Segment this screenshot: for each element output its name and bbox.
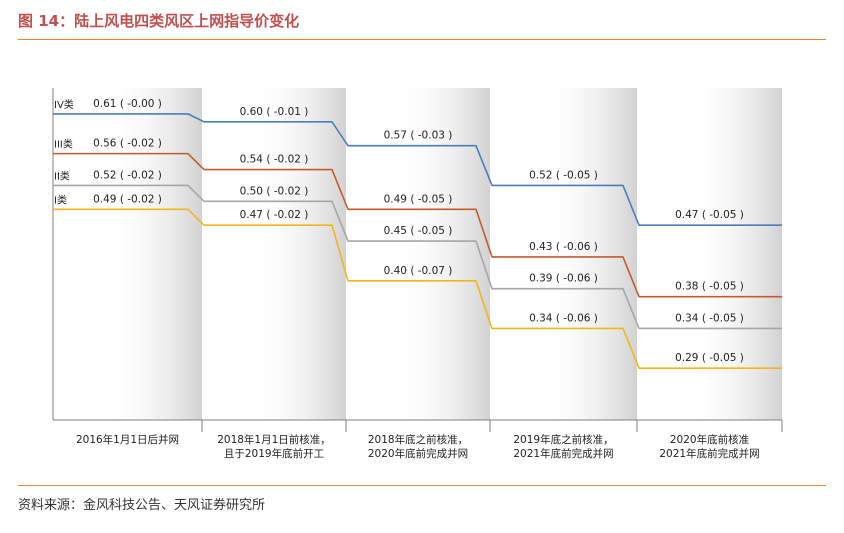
series-line-i [53, 208, 782, 370]
data-label: 0.40 ( -0.07 ) [384, 265, 453, 277]
column-shade [396, 88, 490, 420]
series-name-iv: IV类 [54, 98, 74, 111]
column-shade [687, 88, 782, 420]
data-label: 0.45 ( -0.05 ) [384, 225, 453, 237]
series-name-i: I类 [54, 193, 67, 206]
data-label: 0.49 ( -0.02 ) [93, 193, 162, 205]
column-shade [541, 88, 637, 420]
series-line-ii [53, 184, 782, 330]
data-label: 0.38 ( -0.05 ) [675, 281, 744, 293]
data-label: 0.43 ( -0.06 ) [529, 241, 598, 253]
column-shade [105, 88, 202, 420]
data-label: 0.52 ( -0.05 ) [529, 169, 598, 181]
series-line-iii [53, 152, 782, 298]
category-label: 2020年底前核准 2021年底前完成并网 [659, 433, 759, 460]
series-name-ii: II类 [54, 169, 70, 182]
data-label: 0.47 ( -0.05 ) [675, 209, 744, 221]
data-label: 0.49 ( -0.05 ) [384, 193, 453, 205]
category-label: 2018年底之前核准， 2020年底前完成并网 [368, 433, 468, 460]
data-label: 0.47 ( -0.02 ) [240, 209, 309, 221]
bottom-rule [18, 485, 826, 486]
data-label: 0.34 ( -0.06 ) [529, 312, 598, 324]
data-label: 0.57 ( -0.03 ) [384, 130, 453, 142]
column-shade [252, 88, 346, 420]
step-line-chart: IV类 0.61 ( -0.00 ) 0.60 ( -0.01 ) 0.57 ( -0… [52, 88, 783, 460]
top-rule [18, 39, 826, 40]
series-name-iii: III类 [54, 138, 73, 151]
data-label: 0.56 ( -0.02 ) [93, 138, 162, 150]
category-label: 2018年1月1日前核准，且于2019年底前开工 [217, 433, 331, 460]
series-line-iv [53, 113, 782, 226]
data-label: 0.39 ( -0.06 ) [529, 273, 598, 285]
data-label: 0.60 ( -0.01 ) [240, 106, 309, 118]
data-label: 0.50 ( -0.02 ) [240, 185, 309, 197]
data-label: 0.52 ( -0.02 ) [93, 169, 162, 181]
figure-title: 图 14：陆上风电四类风区上网指导价变化 [18, 12, 300, 30]
data-label: 0.34 ( -0.05 ) [675, 312, 744, 324]
figure-source: 资料来源：金风科技公告、天风证券研究所 [18, 498, 266, 513]
category-label: 2016年1月1日后并网 [76, 433, 179, 446]
data-label: 0.29 ( -0.05 ) [675, 352, 744, 364]
data-label: 0.61 ( -0.00 ) [93, 98, 162, 110]
data-label: 0.54 ( -0.02 ) [240, 154, 309, 166]
category-label: 2019年底之前核准， 2021年底前完成并网 [513, 433, 613, 460]
